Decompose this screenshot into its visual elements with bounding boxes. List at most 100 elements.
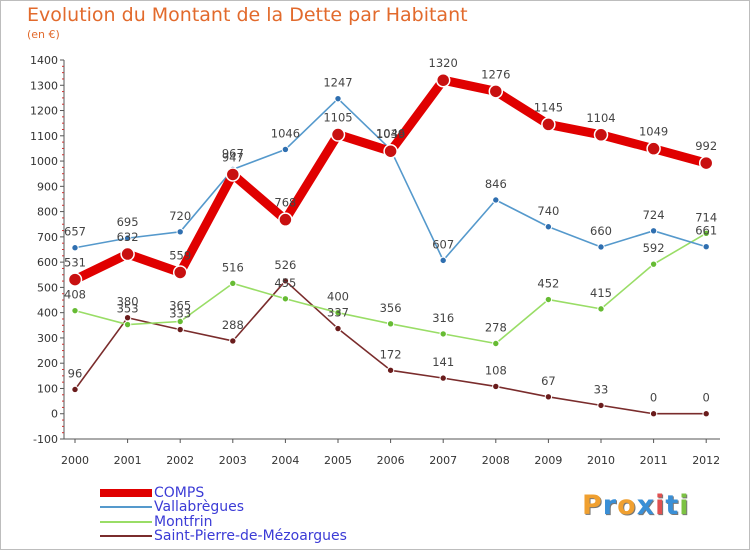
data-label-comps: 768 bbox=[274, 196, 296, 210]
data-label-montfrin: 278 bbox=[485, 320, 507, 334]
data-label-comps: 1105 bbox=[323, 111, 352, 125]
data-label-montfrin: 353 bbox=[117, 302, 139, 316]
data-label-montfrin: 592 bbox=[643, 241, 665, 255]
legend-swatch-saint-pierre bbox=[100, 535, 152, 537]
proxiti-logo: Proxiti bbox=[582, 490, 690, 521]
data-label-vallabr-gues: 1046 bbox=[271, 126, 300, 140]
x-tick-label: 2001 bbox=[114, 454, 142, 467]
data-label-montfrin: 356 bbox=[380, 301, 402, 315]
data-label-saint-pierre-de-m-zoargues: 108 bbox=[485, 363, 507, 377]
logo-letter: t bbox=[665, 490, 680, 521]
y-tick-label: 0 bbox=[51, 408, 58, 421]
data-point-montfrin bbox=[334, 308, 342, 317]
x-tick-label: 2002 bbox=[166, 454, 194, 467]
x-tick-label: 2012 bbox=[692, 454, 720, 467]
data-point-montfrin bbox=[439, 330, 447, 338]
y-tick-label: 600 bbox=[37, 256, 58, 269]
data-label-comps: 1049 bbox=[639, 125, 668, 139]
data-label-comps: 1039 bbox=[376, 127, 405, 141]
data-label-comps: 531 bbox=[64, 256, 86, 270]
chart-title: Evolution du Montant de la Dette par Hab… bbox=[27, 4, 468, 26]
data-label-montfrin: 452 bbox=[537, 277, 559, 291]
data-point-saint-pierre-de-m-zoargues bbox=[597, 401, 605, 410]
legend-label-vallabregues: Vallabrègues bbox=[154, 499, 245, 515]
data-label-saint-pierre-de-m-zoargues: 96 bbox=[68, 366, 83, 380]
data-point-comps bbox=[698, 155, 714, 171]
data-label-montfrin: 714 bbox=[695, 210, 717, 224]
data-point-vallabr-gues bbox=[544, 223, 553, 231]
y-tick-label: 1000 bbox=[30, 155, 58, 168]
data-point-vallabr-gues bbox=[281, 145, 290, 154]
logo-letter: o bbox=[617, 490, 637, 521]
data-point-montfrin bbox=[649, 260, 658, 268]
data-label-vallabr-gues: 967 bbox=[222, 146, 244, 160]
data-label-comps: 1320 bbox=[429, 56, 458, 70]
data-label-comps: 1276 bbox=[481, 67, 510, 81]
logo-letter: P bbox=[582, 490, 603, 521]
data-point-montfrin bbox=[281, 295, 290, 303]
legend-item-vallabregues: Vallabrègues bbox=[100, 499, 420, 516]
data-label-vallabr-gues: 724 bbox=[643, 208, 665, 222]
data-point-saint-pierre-de-m-zoargues bbox=[334, 324, 342, 333]
data-label-comps: 632 bbox=[117, 230, 139, 244]
data-label-vallabr-gues: 1247 bbox=[323, 76, 352, 90]
legend-swatch-vallabregues bbox=[100, 506, 152, 508]
logo-letter: x bbox=[636, 490, 656, 521]
data-point-vallabr-gues bbox=[439, 256, 447, 265]
data-point-montfrin bbox=[176, 317, 184, 326]
data-point-montfrin bbox=[123, 320, 132, 329]
data-label-vallabr-gues: 607 bbox=[432, 237, 454, 251]
data-point-comps bbox=[593, 127, 609, 143]
y-tick-label: 300 bbox=[37, 332, 58, 345]
data-point-saint-pierre-de-m-zoargues bbox=[702, 410, 710, 418]
y-tick-label: 1200 bbox=[30, 105, 58, 118]
data-label-vallabr-gues: 846 bbox=[485, 177, 507, 191]
legend-item-comps: COMPS bbox=[100, 485, 420, 502]
data-label-vallabr-gues: 660 bbox=[590, 224, 612, 238]
data-label-saint-pierre-de-m-zoargues: 288 bbox=[222, 318, 244, 332]
data-point-montfrin bbox=[597, 305, 605, 313]
legend-label-montfrin: Montfrin bbox=[154, 514, 213, 530]
data-point-saint-pierre-de-m-zoargues bbox=[649, 410, 658, 418]
data-point-montfrin bbox=[229, 279, 237, 288]
data-label-vallabr-gues: 1046 bbox=[376, 126, 405, 140]
data-point-vallabr-gues bbox=[334, 94, 342, 103]
data-point-montfrin bbox=[702, 229, 710, 238]
data-label-vallabr-gues: 740 bbox=[537, 204, 559, 218]
data-point-vallabr-gues bbox=[492, 196, 500, 204]
data-label-montfrin: 316 bbox=[432, 311, 454, 325]
data-label-saint-pierre-de-m-zoargues: 67 bbox=[541, 374, 556, 388]
x-tick-label: 2003 bbox=[219, 454, 247, 467]
data-point-vallabr-gues bbox=[123, 234, 132, 242]
data-point-saint-pierre-de-m-zoargues bbox=[492, 382, 500, 391]
data-label-comps: 559 bbox=[169, 248, 191, 262]
data-label-saint-pierre-de-m-zoargues: 0 bbox=[703, 391, 710, 405]
logo-letter: i bbox=[679, 490, 690, 521]
y-tick-label: 1400 bbox=[30, 54, 58, 67]
data-point-comps bbox=[435, 72, 451, 88]
data-label-saint-pierre-de-m-zoargues: 172 bbox=[380, 347, 402, 361]
x-tick-label: 2008 bbox=[482, 454, 510, 467]
data-point-comps bbox=[120, 246, 135, 262]
data-point-saint-pierre-de-m-zoargues bbox=[386, 366, 395, 374]
data-point-comps bbox=[278, 212, 293, 227]
data-point-vallabr-gues bbox=[71, 244, 79, 252]
data-point-vallabr-gues bbox=[702, 243, 710, 251]
data-label-saint-pierre-de-m-zoargues: 337 bbox=[327, 306, 349, 320]
legend-swatch-montfrin bbox=[100, 521, 152, 523]
y-tick-label: 1300 bbox=[30, 79, 58, 92]
data-label-saint-pierre-de-m-zoargues: 33 bbox=[594, 382, 609, 396]
x-tick-label: 2007 bbox=[429, 454, 457, 467]
data-label-montfrin: 400 bbox=[327, 290, 349, 304]
data-point-comps bbox=[67, 272, 83, 287]
data-label-saint-pierre-de-m-zoargues: 526 bbox=[274, 258, 296, 272]
data-point-comps bbox=[383, 143, 398, 159]
data-label-vallabr-gues: 657 bbox=[64, 225, 86, 239]
x-tick-label: 2000 bbox=[61, 454, 89, 467]
x-tick-label: 2005 bbox=[324, 454, 352, 467]
legend-item-saint-pierre: Saint-Pierre-de-Mézoargues bbox=[100, 528, 420, 545]
x-tick-label: 2010 bbox=[587, 454, 615, 467]
y-tick-label: 200 bbox=[37, 357, 58, 370]
